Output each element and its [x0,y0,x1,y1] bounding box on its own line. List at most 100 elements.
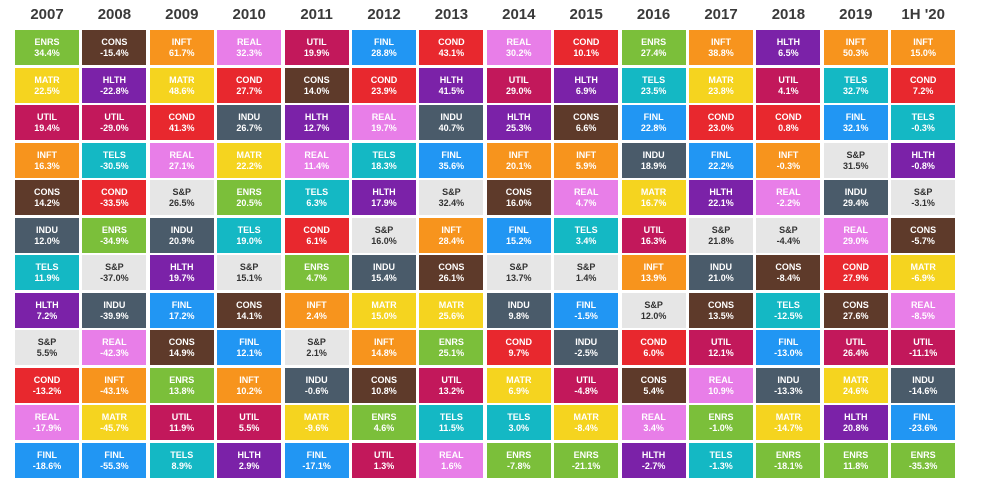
sector-cell: INFT 16.3% [15,142,79,178]
sector-return-value: 16.0% [506,198,532,208]
sector-return-value: -13.3% [774,385,803,396]
sector-code-label: REAL [776,187,801,197]
sector-return-value: -22.8% [100,85,129,96]
sector-return-value: 14.1% [236,310,262,321]
sector-code-label: MATR [34,74,60,85]
sector-code-label: CONS [101,37,128,47]
sector-code-label: REAL [169,149,195,160]
sector-return-value: 15.4% [371,273,397,283]
sector-cell: S&P 26.5% [149,180,214,215]
sector-cell: INFT 10.2% [217,367,282,403]
sector-cell: ENRS -34.9% [82,217,147,253]
sector-return-value: 25.3% [506,123,532,133]
sector-code-label: MATR [371,299,397,310]
sector-code-label: S&P [644,299,663,310]
sector-return-value: 6.5% [778,48,799,58]
sector-code-label: INFT [711,37,731,47]
sector-code-label: HLTH [372,187,396,197]
sector-code-label: MATR [640,187,667,197]
sector-cell: ENRS -35.3% [891,442,956,478]
sector-code-label: UTIL [171,412,192,422]
sector-code-label: S&P [779,224,798,235]
sector-code-label: TELS [776,299,800,310]
sector-return-value: 41.5% [438,85,465,96]
sector-cell: HLTH -2.7% [621,442,686,478]
sector-code-label: MATR [843,374,869,385]
sector-return-value: 27.4% [640,48,667,58]
sector-cell: HLTH -0.8% [891,142,956,178]
sector-cell: HLTH 2.9% [217,442,282,478]
sector-cell: TELS 23.5% [621,67,686,103]
sector-return-value: 19.4% [34,123,60,133]
sector-cell: HLTH -22.8% [82,67,147,103]
sector-code-label: S&P [846,149,866,160]
sector-return-value: 25.6% [438,310,465,321]
sector-cell: COND 41.3% [149,105,214,140]
sector-code-label: TELS [35,262,59,272]
sector-cell: COND 9.7% [486,330,551,365]
sector-code-label: ENRS [371,412,397,422]
sector-code-label: CONS [370,374,397,385]
sector-return-value: 10.8% [371,385,397,396]
sector-return-value: -34.9% [100,235,129,246]
sector-return-value: 4.1% [778,85,799,96]
sector-return-value: 6.9% [575,85,597,96]
sector-code-label: S&P [239,262,259,272]
sector-code-label: INFT [845,37,866,47]
sector-return-value: 32.3% [236,48,262,58]
sector-return-value: 61.7% [169,48,195,58]
sector-return-value: 21.0% [708,273,734,283]
sector-code-label: ENRS [843,449,869,460]
sector-code-label: ENRS [236,187,262,197]
sector-return-value: -42.3% [100,348,129,358]
sector-code-label: FINL [508,224,529,235]
sector-code-label: FINL [576,299,597,310]
sector-code-label: CONS [910,224,937,235]
sector-return-value: -1.0% [709,423,733,433]
sector-cell: MATR 15.0% [352,292,416,328]
sector-cell: S&P 21.8% [689,217,753,253]
sector-return-value: 16.3% [640,235,667,246]
sector-code-label: TELS [237,224,261,235]
sector-code-label: TELS [574,224,598,235]
sector-cell: UTIL 19.9% [284,30,349,65]
sector-cell: UTIL 4.1% [756,67,821,103]
sector-cell: HLTH 41.5% [419,67,484,103]
year-header: 1H '20 [901,6,945,23]
sector-cell: COND 43.1% [419,30,484,65]
sector-code-label: COND [640,337,667,347]
sector-cell: INFT 14.8% [352,330,416,365]
sector-cell: TELS 18.3% [352,142,416,178]
sector-return-value: 7.2% [36,310,58,321]
sector-return-value: 25.1% [438,348,465,358]
sector-return-value: -21.1% [571,460,601,471]
sector-return-value: 26.4% [843,348,869,358]
sector-return-value: 18.3% [371,160,397,171]
sector-cell: UTIL 1.3% [352,442,416,478]
sector-return-value: 6.6% [575,123,597,133]
sector-code-label: S&P [509,262,529,272]
sector-cell: ENRS 4.7% [284,255,349,290]
sector-cell: INDU 26.7% [217,105,282,140]
sector-cell: FINL -23.6% [891,405,956,440]
year-header: 2017 [704,6,738,23]
sector-code-label: UTIL [845,337,866,347]
sector-return-value: 22.2% [236,160,262,171]
sector-return-value: 26.7% [236,123,262,133]
sector-code-label: COND [909,74,937,85]
sector-cell: INDU 29.4% [823,180,888,215]
sector-cell: REAL 10.9% [689,367,753,403]
sector-code-label: S&P [576,262,596,272]
sector-return-value: -30.5% [100,160,129,171]
sector-code-label: FINL [643,112,664,122]
sector-cell: FINL 28.8% [352,30,416,65]
sector-cell: MATR 22.5% [15,67,79,103]
sector-cell: INDU 20.9% [149,217,214,253]
sector-return-value: -3.1% [911,198,935,208]
sector-return-value: 29.0% [843,235,869,246]
sector-cell: COND 10.1% [554,30,619,65]
sector-code-label: INFT [37,149,57,160]
sector-cell: S&P 2.1% [284,330,349,365]
sector-cell: S&P 12.0% [621,292,686,328]
sector-cell: INFT 2.4% [284,292,349,328]
